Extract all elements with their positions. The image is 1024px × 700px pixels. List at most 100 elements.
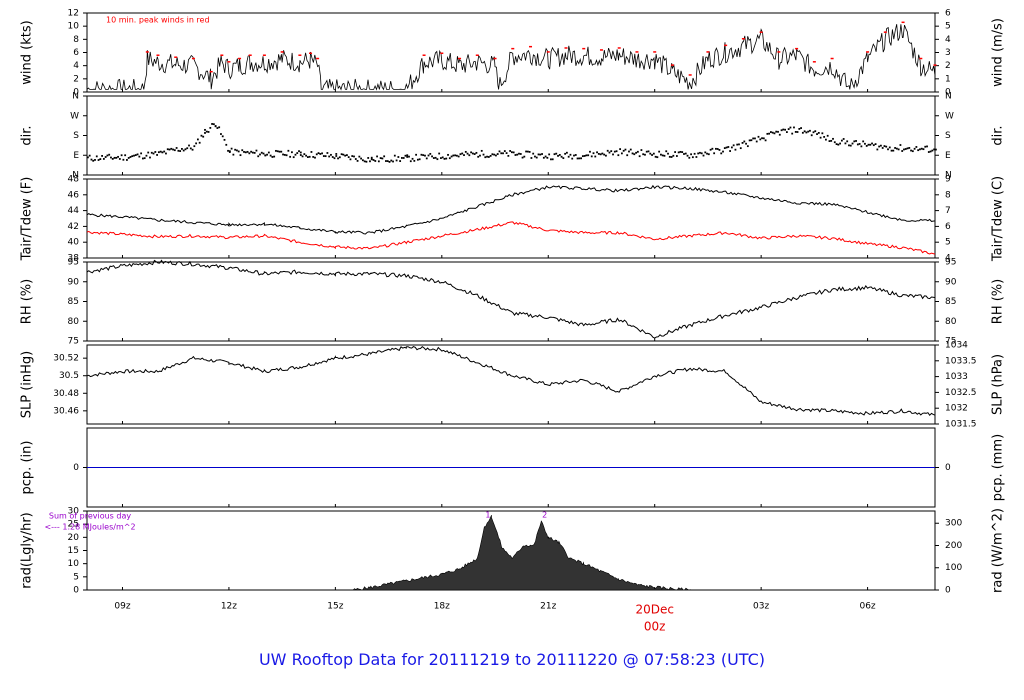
dir-point — [495, 154, 497, 157]
dir-point — [491, 153, 494, 156]
dir-point — [429, 152, 432, 155]
dir-point — [487, 156, 490, 158]
dir-point — [816, 133, 818, 135]
dir-point — [544, 155, 547, 158]
dir-point — [322, 155, 325, 157]
wind-ylabel-right: wind (m/s) — [991, 18, 1006, 87]
dir-point — [255, 149, 258, 152]
wind-peak-mark — [529, 45, 533, 48]
dir-point — [840, 139, 843, 142]
dir-point — [809, 129, 811, 132]
dir-point — [179, 150, 182, 152]
dir-point — [408, 155, 410, 158]
dir-point — [299, 154, 302, 156]
dir-point — [686, 154, 689, 157]
pcp-ylabel-right: pcp. (mm) — [991, 434, 1006, 501]
slp-ytick-label-right: 1031.5 — [945, 420, 977, 430]
dir-point — [420, 153, 423, 156]
dir-point — [244, 151, 247, 154]
dir-point — [370, 158, 373, 161]
dir-point — [401, 157, 403, 159]
dir-point — [232, 153, 235, 156]
dir-point — [887, 148, 889, 151]
dir-point — [143, 157, 146, 160]
dir-point — [826, 134, 829, 137]
wind-ytick-label-right: 3 — [945, 48, 951, 58]
dir-point — [191, 148, 194, 151]
dir-point — [207, 131, 210, 133]
dir-point — [589, 150, 591, 153]
dir-point — [581, 155, 584, 158]
wind-peak-mark — [248, 54, 252, 56]
dir-point — [528, 151, 531, 153]
dir-point — [216, 127, 219, 129]
dir-point — [684, 152, 687, 155]
dir-point — [770, 131, 772, 133]
dir-point — [276, 150, 279, 153]
dir-point — [104, 156, 107, 158]
dir-point — [337, 157, 339, 160]
dir-point — [691, 156, 694, 159]
dir-point — [150, 151, 153, 154]
dir-point — [844, 142, 847, 145]
dir-point — [117, 155, 119, 158]
dir-point — [324, 155, 327, 158]
dir-point — [743, 140, 746, 143]
dir-point — [849, 144, 852, 147]
dir-point — [301, 155, 304, 158]
dir-point — [819, 136, 822, 139]
dir-point — [346, 154, 348, 157]
dir-point — [894, 147, 896, 149]
dir-point — [746, 145, 749, 148]
dir-point — [587, 154, 590, 157]
dir-point — [679, 150, 682, 153]
wind-ytick-label-left: 0 — [73, 88, 79, 98]
dir-point — [294, 153, 297, 156]
dir-point — [622, 149, 625, 152]
temp-ytick-label-right: 6 — [945, 222, 951, 232]
temp-ytick-label-left: 48 — [68, 175, 80, 185]
dir-point — [576, 157, 579, 160]
wind-ytick-label-right: 1 — [945, 74, 951, 84]
rh-ylabel-left: RH (%) — [20, 279, 35, 324]
dir-ytick-label-left: W — [70, 111, 79, 121]
dir-point — [839, 142, 842, 145]
dir-point — [695, 156, 698, 158]
dir-point — [542, 156, 545, 159]
dir-point — [289, 155, 292, 158]
dir-point — [127, 157, 130, 159]
dir-point — [635, 151, 637, 154]
dir-point — [858, 143, 861, 145]
rad-ytick-label-left: 15 — [68, 546, 79, 556]
dir-point — [175, 147, 178, 149]
temp-ytick-label-left: 40 — [68, 238, 80, 248]
dir-point — [862, 140, 865, 143]
dir-point — [768, 132, 771, 135]
dir-point — [234, 148, 237, 151]
dir-point — [825, 138, 827, 141]
dir-point — [436, 158, 439, 161]
dir-point — [308, 155, 311, 158]
rad-ytick-label-left: 10 — [68, 559, 80, 569]
dir-point — [473, 153, 476, 155]
dir-point — [557, 154, 559, 157]
dir-point — [152, 152, 155, 155]
dir-point — [791, 132, 794, 135]
dir-point — [915, 146, 918, 148]
rh-series-line — [86, 259, 936, 339]
dir-point — [929, 150, 932, 153]
dir-point — [730, 146, 733, 149]
dir-point — [147, 151, 150, 154]
dir-point — [511, 151, 513, 154]
dir-point — [376, 155, 378, 158]
dir-point — [876, 148, 879, 151]
dir-point — [480, 149, 483, 152]
wind-ytick-label-right: 6 — [945, 9, 951, 19]
temp-ytick-label-left: 38 — [68, 254, 80, 264]
dir-point — [754, 137, 756, 140]
rh-ytick-label-right: 95 — [945, 258, 956, 268]
dir-point — [464, 150, 467, 153]
dir-point — [874, 143, 877, 145]
wind-peak-mark — [617, 47, 621, 49]
dir-point — [908, 147, 911, 149]
